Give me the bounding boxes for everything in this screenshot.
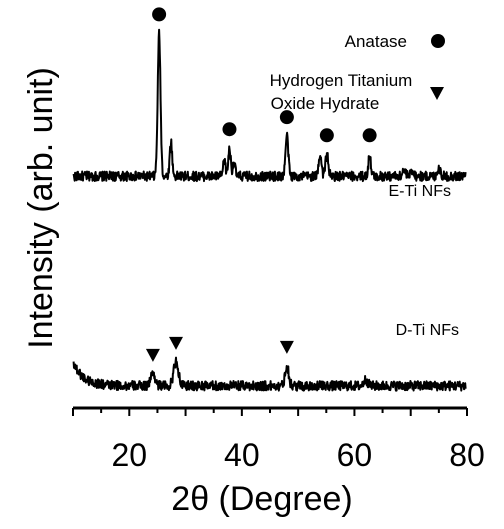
x-axis-label: 2θ (Degree) <box>171 480 352 518</box>
x-tick-label: 20 <box>111 437 147 473</box>
x-tick-label: 40 <box>224 437 260 473</box>
series-line-d-ti <box>72 356 467 392</box>
legend-label-anatase: Anatase <box>345 32 407 51</box>
hto-marker <box>145 348 160 362</box>
x-tick-label: 60 <box>337 437 373 473</box>
anatase-marker <box>152 7 167 22</box>
legend-label-hto-line2: Oxide Hydrate <box>271 94 380 113</box>
series-label-d-ti: D-Ti NFs <box>396 322 459 339</box>
x-tick-label: 80 <box>449 437 485 473</box>
hto-marker <box>279 340 294 354</box>
legend-label-hto-line1: Hydrogen Titanium <box>270 71 413 90</box>
plot-area: 20 40 60 80 <box>72 7 485 473</box>
legend: Anatase Hydrogen Titanium Oxide Hydrate <box>270 32 445 113</box>
legend-circle-icon <box>431 34 445 48</box>
y-axis-label: Intensity (arb. unit) <box>22 67 60 349</box>
anatase-marker <box>279 110 294 125</box>
anatase-marker <box>319 128 334 143</box>
peak-markers <box>145 7 377 362</box>
legend-triangle-down-icon <box>430 87 444 100</box>
x-ticks: 20 40 60 80 <box>72 408 485 473</box>
anatase-marker <box>362 128 377 143</box>
series-line-e-ti <box>72 28 467 183</box>
anatase-marker <box>222 122 237 137</box>
series-layer <box>72 28 467 392</box>
series-label-e-ti: E-Ti NFs <box>388 183 451 200</box>
hto-marker <box>169 336 184 350</box>
